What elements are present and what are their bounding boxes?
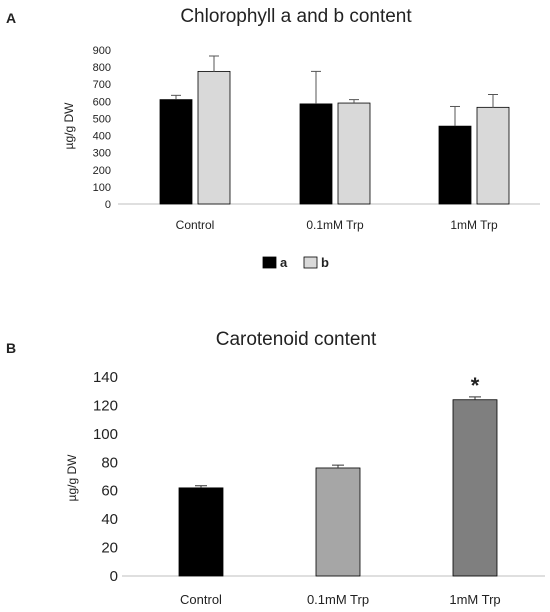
- y-tick-label: 800: [93, 62, 111, 74]
- chart-b-plot: 0 20 40 60 80 100 120 140 Control 0.1mM Trp 1mM Tr…: [93, 369, 545, 607]
- y-tick-label: 500: [93, 113, 111, 125]
- chart-b-title: Carotenoid content: [216, 329, 377, 350]
- y-tick-label: 80: [101, 454, 118, 471]
- bar-b-0: [197, 70, 231, 205]
- chart-a-plot: 0 100 200 300 400 500 600 700 800 900 Control 0.1mM…: [93, 45, 540, 270]
- category-label: 1mM Trp: [449, 592, 500, 607]
- y-tick-label: 200: [93, 165, 111, 177]
- category-label: 0.1mM Trp: [306, 218, 364, 232]
- y-tick-label: 140: [93, 369, 118, 386]
- legend-swatch-b: [303, 256, 318, 269]
- bar-a-1: [299, 103, 333, 205]
- y-tick-label: 120: [93, 397, 118, 414]
- category-label: 0.1mM Trp: [307, 592, 369, 607]
- y-tick-label: 100: [93, 182, 111, 194]
- y-tick-label: 0: [110, 568, 118, 585]
- chart-a-title: Chlorophyll a and b content: [180, 6, 412, 27]
- y-tick-label: 600: [93, 96, 111, 108]
- y-tick-label: 60: [101, 483, 118, 500]
- legend-label: a: [280, 255, 288, 270]
- y-tick-label: 20: [101, 540, 118, 557]
- bar-a-0: [159, 99, 193, 205]
- category-label: 1mM Trp: [450, 218, 498, 232]
- y-tick-label: 700: [93, 79, 111, 91]
- legend-swatch-a: [262, 256, 277, 269]
- category-label: Control: [176, 218, 215, 232]
- y-tick-label: 400: [93, 131, 111, 143]
- bar-b-1: [337, 102, 371, 205]
- panel-b-label: B: [6, 340, 16, 356]
- bar-0: [178, 487, 224, 577]
- panel-a-label: A: [6, 10, 16, 26]
- significance-marker: *: [471, 373, 480, 398]
- bar-2: [452, 399, 498, 577]
- y-tick-label: 100: [93, 426, 118, 443]
- y-tick-label: 40: [101, 511, 118, 528]
- legend-label: b: [321, 255, 329, 270]
- bar-a-2: [438, 125, 472, 205]
- chart-a-ylabel: µg/g DW: [62, 102, 76, 150]
- category-label: Control: [180, 592, 222, 607]
- chart-b-ylabel: µg/g DW: [65, 454, 79, 502]
- y-tick-label: 300: [93, 148, 111, 160]
- y-tick-label: 900: [93, 45, 111, 57]
- y-tick-label: 0: [105, 199, 111, 211]
- bar-1: [315, 467, 361, 577]
- bar-b-2: [476, 106, 510, 205]
